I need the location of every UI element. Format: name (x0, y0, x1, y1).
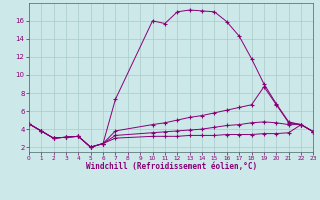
X-axis label: Windchill (Refroidissement éolien,°C): Windchill (Refroidissement éolien,°C) (85, 162, 257, 171)
